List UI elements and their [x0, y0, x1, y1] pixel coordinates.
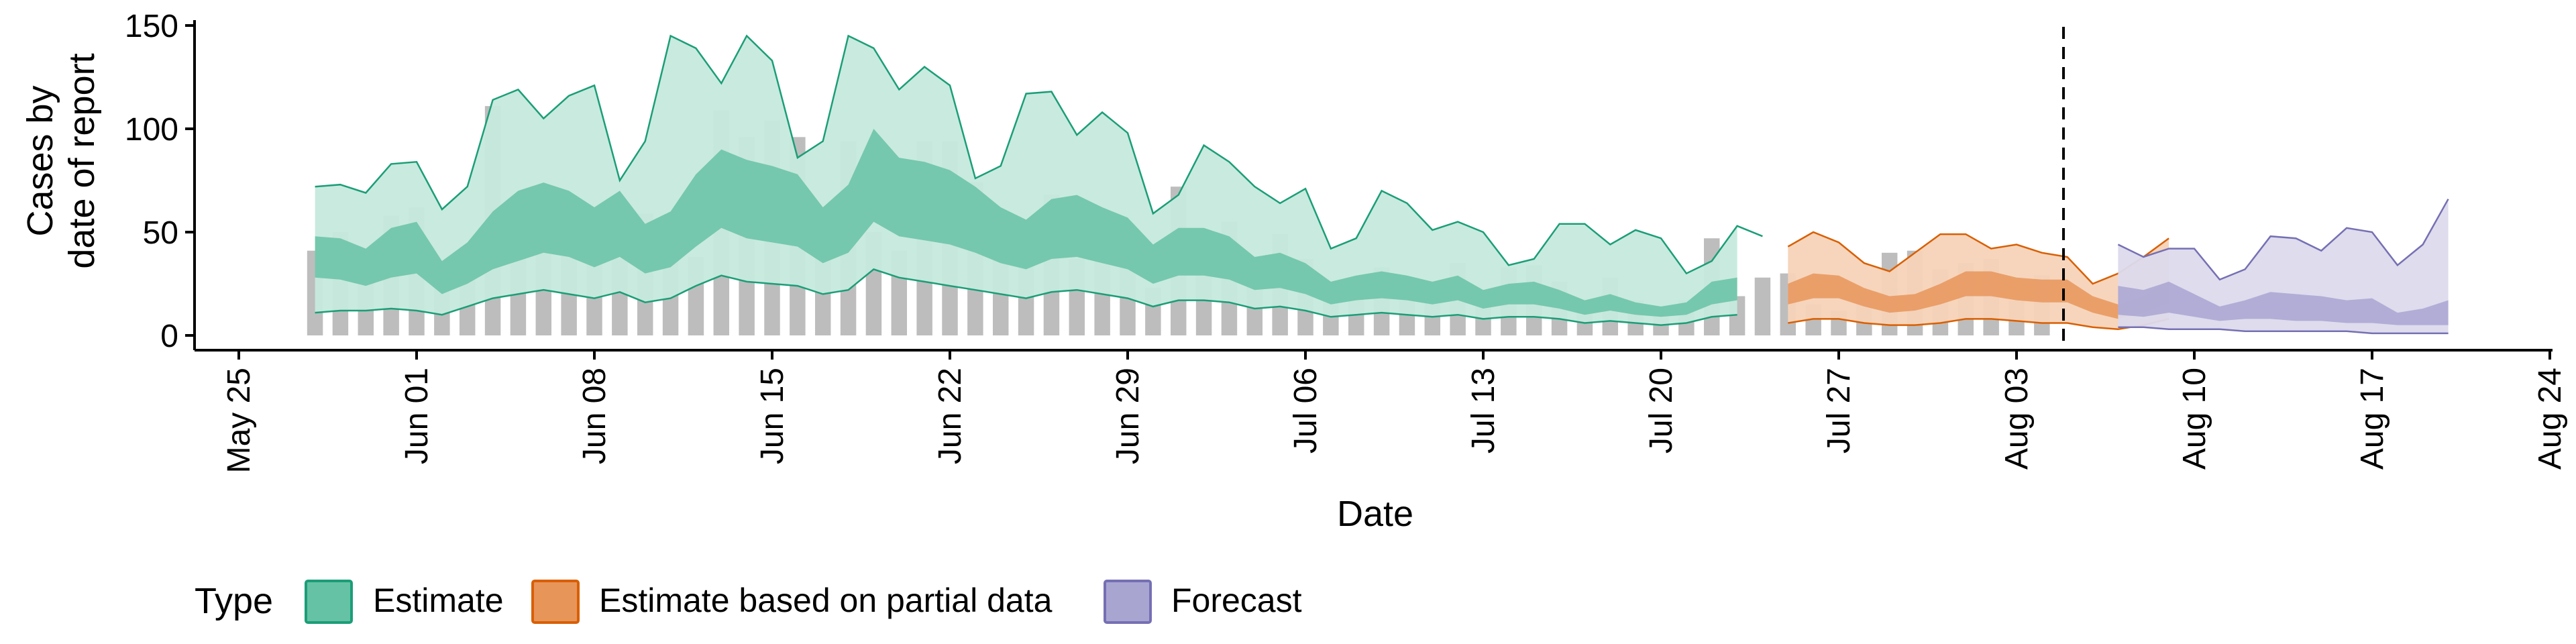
x-tick-label: Jul 13 — [1466, 368, 1501, 453]
x-axis-title: Date — [1337, 494, 1413, 534]
series-partial — [1787, 231, 2169, 331]
x-tick-label: Aug 17 — [2355, 368, 2390, 470]
case-bar — [1754, 277, 1771, 335]
axes-layer — [193, 20, 2553, 352]
estimate-upper-line — [315, 34, 1763, 275]
x-tick-label: Jun 29 — [1110, 368, 1146, 464]
y-axis-title-line-1: Cases by — [20, 85, 60, 236]
estimate-band-50 — [315, 129, 1737, 317]
estimate-band-90 — [315, 36, 1737, 325]
forecast-lower-line — [2118, 326, 2449, 335]
x-tick-label: May 25 — [221, 368, 257, 473]
forecast-upper-line — [2117, 199, 2449, 281]
legend-key-partial — [531, 580, 580, 624]
y-ticks: 0 50 100 150 — [125, 9, 195, 354]
estimate-lower-line — [315, 268, 1737, 326]
x-tick-label: Jul 06 — [1288, 368, 1324, 453]
x-tick-label: Jun 01 — [399, 368, 435, 464]
legend-label-partial: Estimate based on partial data — [599, 582, 1053, 619]
y-tick-label: 150 — [125, 9, 178, 44]
x-tick-label: Jun 08 — [577, 368, 612, 464]
x-tick-label: Jul 27 — [1821, 368, 1857, 453]
x-tick-label: Jun 22 — [932, 368, 968, 464]
forecast-band-50 — [2118, 281, 2449, 325]
legend-label-estimate: Estimate — [373, 582, 504, 619]
partial-upper-line — [1787, 231, 2169, 285]
bands-layer — [315, 34, 2449, 335]
y-tick-label: 50 — [143, 215, 178, 251]
y-tick-label: 0 — [160, 319, 178, 354]
series-estimate — [315, 34, 1763, 326]
series-forecast — [2117, 199, 2449, 335]
y-tick-label: 100 — [125, 112, 178, 148]
x-ticks: May 25 Jun 01 Jun 08 Jun 15 Jun 22 Jun 29 Jul … — [221, 350, 2568, 473]
y-axis-title-line-2: date of report — [62, 53, 102, 268]
partial-lower-line — [1788, 318, 2169, 331]
x-tick-label: Aug 24 — [2532, 368, 2568, 470]
x-tick-label: Aug 10 — [2177, 368, 2212, 470]
legend-label-forecast: Forecast — [1171, 582, 1302, 619]
legend: Type Estimate Estimate based on partial … — [195, 580, 1302, 624]
legend-key-estimate — [305, 580, 353, 624]
partial-band-50 — [1788, 271, 2169, 319]
legend-title: Type — [195, 581, 273, 621]
x-tick-label: Jun 15 — [755, 368, 790, 464]
x-tick-label: Jul 20 — [1644, 368, 1679, 453]
x-tick-label: Aug 03 — [1999, 368, 2035, 470]
legend-key-forecast — [1104, 580, 1152, 624]
